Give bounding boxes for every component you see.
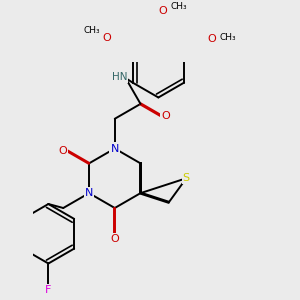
Text: CH₃: CH₃	[170, 2, 187, 11]
Text: CH₃: CH₃	[83, 26, 100, 35]
Text: CH₃: CH₃	[219, 33, 236, 42]
Text: O: O	[159, 6, 167, 16]
Text: O: O	[102, 33, 111, 43]
Text: N: N	[85, 188, 93, 198]
Text: HN: HN	[112, 72, 127, 82]
Text: O: O	[207, 34, 216, 44]
Text: O: O	[58, 146, 67, 156]
Text: O: O	[110, 234, 119, 244]
Text: N: N	[111, 143, 119, 154]
Text: S: S	[183, 173, 190, 183]
Text: F: F	[45, 285, 52, 295]
Text: O: O	[161, 111, 170, 121]
